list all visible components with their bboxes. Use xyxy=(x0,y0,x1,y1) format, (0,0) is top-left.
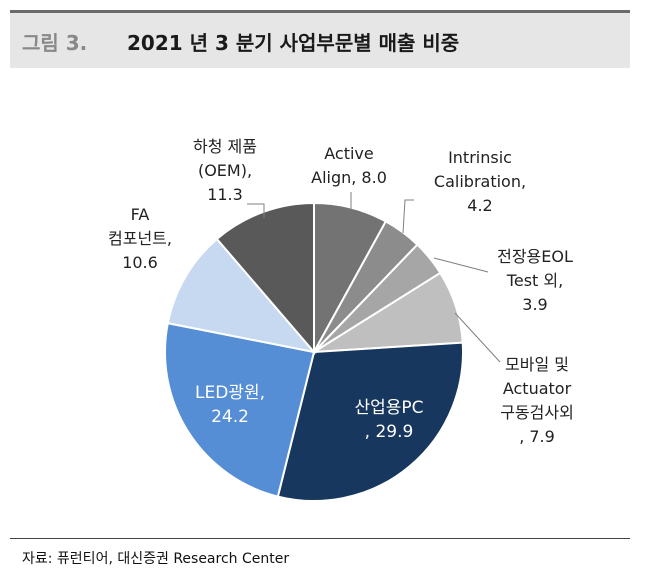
slice-label-6: FA 컴포넌트, 10.6 xyxy=(108,205,172,272)
source-note: 자료: 퓨런티어, 대신증권 Research Center xyxy=(22,551,290,567)
slice-label-4: 산업용PC, 29.9 xyxy=(354,398,423,442)
slice-label-1: Intrinsic Calibration, 4.2 xyxy=(434,148,526,215)
leader-line-7 xyxy=(247,203,265,218)
slice-label-0: Active Align, 8.0 xyxy=(311,144,387,187)
source-divider xyxy=(10,538,630,539)
leader-line-2 xyxy=(433,257,489,273)
slice-label-7: 하청 제품 (OEM), 11.3 xyxy=(193,137,257,204)
slice-label-2: 전장용EOL Test 외, 3.9 xyxy=(497,247,573,314)
pie-slice-5 xyxy=(164,321,316,498)
leader-line-3 xyxy=(454,312,501,363)
pie-slice-6 xyxy=(166,237,317,354)
pie-slice-7 xyxy=(215,201,315,355)
slice-label-5: LED광원, 24.2 xyxy=(195,383,265,427)
figure-title: 2021 년 3 분기 사업부문별 매출 비중 xyxy=(127,31,460,55)
figure-header: 그림 3. 2021 년 3 분기 사업부문별 매출 비중 xyxy=(10,10,630,68)
figure-number: 그림 3. xyxy=(22,31,88,55)
pie-slice-4 xyxy=(276,341,465,502)
slice-label-3: 모바일 및 Actuator 구동검사외, 7.9 xyxy=(500,355,574,446)
leader-line-1 xyxy=(402,199,414,234)
